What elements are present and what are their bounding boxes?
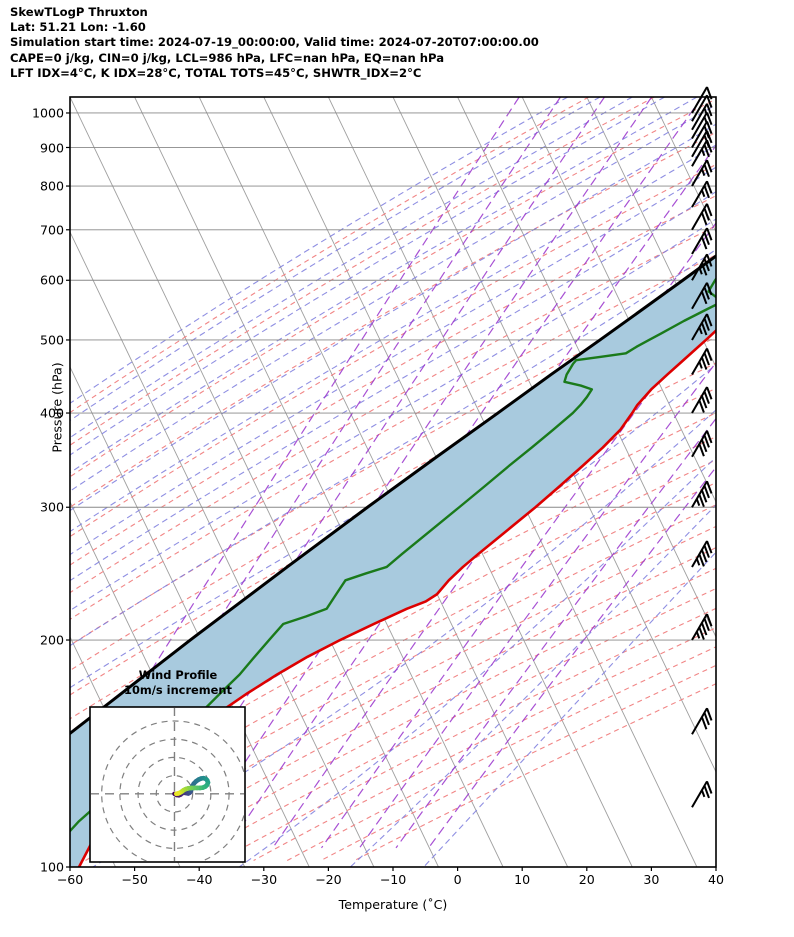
- hodograph-frame: [89, 706, 246, 863]
- x-axis-label: Temperature (˚C): [338, 897, 448, 912]
- wind-barb: [691, 139, 713, 167]
- y-tick-label: 500: [39, 332, 64, 348]
- parcel-path-curve: [70, 254, 716, 736]
- wind-barb: [691, 227, 713, 255]
- header-location: Lat: 51.21 Lon: -1.60: [10, 20, 146, 35]
- temperature-curve: [77, 328, 716, 867]
- y-tick-label: 300: [39, 499, 64, 515]
- wind-profile-inset: [89, 706, 246, 863]
- wind-barb: [691, 780, 713, 808]
- wind-profile-title: Wind Profile: [138, 668, 218, 682]
- x-tick-label: −40: [185, 872, 213, 887]
- wind-profile-subtitle: 10m/s increment: [124, 683, 232, 697]
- y-tick-label: 100: [39, 859, 64, 875]
- x-tick-label: 30: [643, 872, 660, 887]
- wind-barb: [691, 313, 713, 341]
- x-tick-label: 20: [578, 872, 595, 887]
- x-tick-label: 40: [707, 872, 725, 887]
- header-title: SkewTLogP Thruxton: [10, 5, 148, 19]
- header-indices-cape: CAPE=0 j/kg, CIN=0 j/kg, LCL=986 hPa, LF…: [10, 50, 445, 65]
- wind-barb: [691, 386, 713, 414]
- wind-barb: [691, 347, 713, 375]
- y-tick-label: 1000: [31, 105, 64, 121]
- y-axis-label: Pressure (hPa): [49, 362, 65, 453]
- x-tick-label: 10: [514, 872, 531, 887]
- wind-barb: [691, 282, 713, 310]
- x-tick-label: −60: [56, 872, 84, 887]
- y-tick-label: 600: [39, 272, 64, 288]
- header-times: Simulation start time: 2024-07-19_00:00:…: [10, 35, 539, 50]
- y-tick-label: 700: [39, 222, 64, 238]
- x-tick-label: 0: [453, 872, 462, 887]
- wind-barb: [691, 180, 713, 208]
- wind-barb: [691, 253, 713, 281]
- hodograph-ring: [101, 720, 244, 861]
- y-axis-ticks: 100 200 300 400 500 600 700 800 900 1000: [0, 0, 64, 937]
- header-indices-lifted: LFT IDX=4°C, K IDX=28°C, TOTAL TOTS=45°C…: [10, 65, 422, 80]
- y-tick-label: 800: [39, 178, 64, 194]
- wind-barb: [691, 430, 713, 458]
- x-tick-label: −30: [250, 872, 278, 887]
- wind-barbs: [691, 86, 713, 808]
- wind-barb: [691, 540, 713, 568]
- wind-barb: [691, 159, 713, 187]
- wind-barb: [691, 613, 713, 641]
- wind-barb: [691, 480, 713, 508]
- x-tick-label: −50: [121, 872, 148, 887]
- y-tick-label: 200: [39, 632, 64, 648]
- figure-header: SkewTLogP Thruxton Lat: 51.21 Lon: -1.60…: [10, 5, 790, 81]
- x-tick-label: −10: [379, 872, 407, 887]
- dewpoint-curve: [70, 276, 716, 833]
- y-tick-label: 900: [39, 140, 64, 155]
- x-tick-label: −20: [315, 872, 342, 887]
- y-tick-label: 400: [39, 405, 64, 421]
- tick-marks: [66, 112, 717, 871]
- wind-barb: [691, 203, 713, 231]
- wind-barb: [691, 707, 713, 735]
- plot-content: [70, 97, 716, 867]
